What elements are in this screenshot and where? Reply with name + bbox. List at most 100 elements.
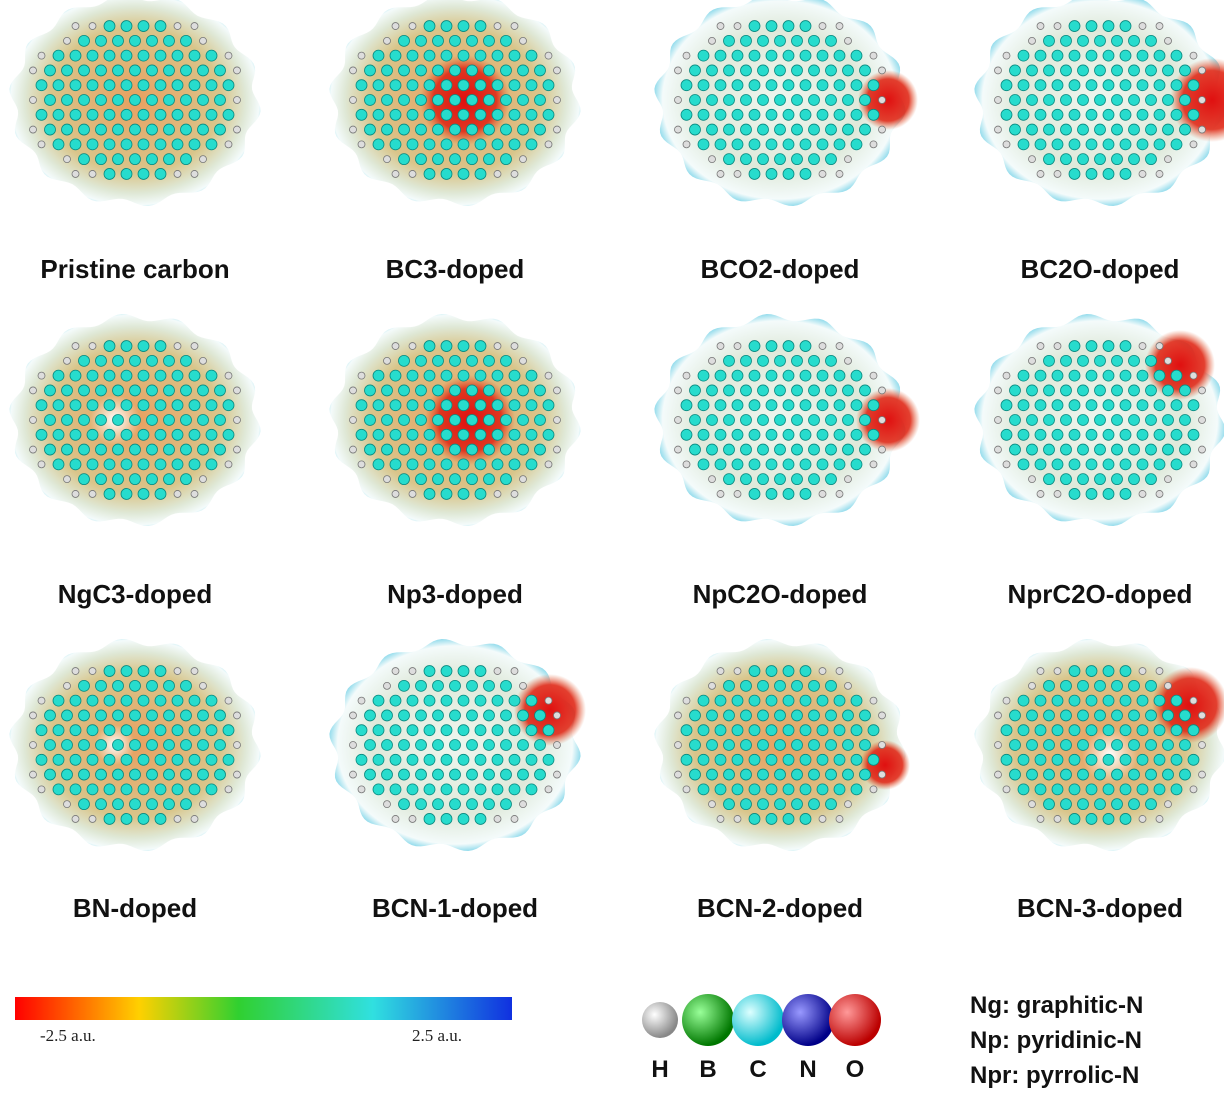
carbon-atom [509, 109, 520, 120]
carbon-atom [484, 415, 495, 426]
carbon-atom [164, 124, 175, 135]
carbon-atom [1086, 429, 1097, 440]
carbon-atom [783, 109, 794, 120]
carbon-atom [492, 109, 503, 120]
carbon-atom [399, 444, 410, 455]
carbon-atom [1044, 799, 1055, 810]
carbon-atom [1035, 370, 1046, 381]
hydrogen-atom [511, 668, 518, 675]
carbon-atom [433, 35, 444, 46]
carbon-atom [741, 385, 752, 396]
carbon-atom [775, 35, 786, 46]
carbon-atom [826, 385, 837, 396]
carbon-atom [441, 168, 452, 179]
carbon-atom [1061, 95, 1072, 106]
atom-sphere [642, 1002, 678, 1038]
hydrogen-atom [545, 697, 552, 704]
carbon-atom [758, 740, 769, 751]
carbon-atom [851, 80, 862, 91]
carbon-atom [1044, 769, 1055, 780]
atom-label: B [699, 1056, 716, 1083]
carbon-atom [681, 400, 692, 411]
panel-label: BN-doped [73, 893, 197, 923]
carbon-atom [518, 444, 529, 455]
carbon-atom [62, 710, 73, 721]
carbon-atom [458, 429, 469, 440]
hydrogen-atom [995, 712, 1002, 719]
hydrogen-atom [870, 786, 877, 793]
hydrogen-atom [995, 446, 1002, 453]
carbon-atom [1120, 725, 1131, 736]
carbon-atom [223, 754, 234, 765]
carbon-atom [1010, 415, 1021, 426]
panel-label: Pristine carbon [40, 254, 229, 284]
hydrogen-atom [350, 67, 357, 74]
carbon-atom [458, 784, 469, 795]
carbon-atom [501, 680, 512, 691]
hydrogen-atom [358, 52, 365, 59]
hydrogen-atom [234, 446, 241, 453]
carbon-atom [1154, 80, 1165, 91]
carbon-atom [1095, 680, 1106, 691]
hydrogen-atom [870, 141, 877, 148]
carbon-atom [441, 725, 452, 736]
carbon-atom [826, 65, 837, 76]
hydrogen-atom [819, 668, 826, 675]
carbon-atom [843, 65, 854, 76]
carbon-atom [1180, 444, 1191, 455]
carbon-atom [475, 50, 486, 61]
carbon-atom [1112, 474, 1123, 485]
hydrogen-atom [836, 343, 843, 350]
carbon-atom [834, 50, 845, 61]
carbon-atom [1086, 754, 1097, 765]
carbon-atom [53, 400, 64, 411]
carbon-atom [749, 168, 760, 179]
carbon-atom [147, 769, 158, 780]
carbon-atom [758, 95, 769, 106]
carbon-atom [407, 109, 418, 120]
carbon-atom [1010, 65, 1021, 76]
carbon-atom [1103, 784, 1114, 795]
carbon-atom [715, 370, 726, 381]
carbon-atom [1078, 444, 1089, 455]
carbon-atom [732, 50, 743, 61]
carbon-atom [817, 784, 828, 795]
hydrogen-atom [1054, 170, 1061, 177]
hydrogen-atom [234, 712, 241, 719]
carbon-atom [1112, 154, 1123, 165]
carbon-atom [441, 784, 452, 795]
hydrogen-atom [1037, 668, 1044, 675]
carbon-atom [450, 95, 461, 106]
carbon-atom [1086, 341, 1097, 352]
carbon-atom [87, 695, 98, 706]
carbon-atom [698, 695, 709, 706]
carbon-atom [1120, 666, 1131, 677]
carbon-atom [758, 65, 769, 76]
carbon-atom [509, 400, 520, 411]
hydrogen-atom [234, 67, 241, 74]
carbon-atom [147, 95, 158, 106]
carbon-atom [535, 385, 546, 396]
carbon-atom [724, 680, 735, 691]
carbon-atom [215, 124, 226, 135]
carbon-atom [424, 754, 435, 765]
carbon-atom [817, 400, 828, 411]
carbon-atom [1018, 784, 1029, 795]
carbon-atom [113, 799, 124, 810]
carbon-atom [155, 139, 166, 150]
carbon-atom [851, 400, 862, 411]
carbon-atom [501, 35, 512, 46]
carbon-atom [543, 80, 554, 91]
carbon-atom [458, 370, 469, 381]
carbon-atom [70, 400, 81, 411]
carbon-atom [416, 355, 427, 366]
carbon-atom [424, 429, 435, 440]
carbon-atom [147, 474, 158, 485]
carbon-atom [416, 740, 427, 751]
hydrogen-atom [1199, 742, 1206, 749]
carbon-atom [181, 740, 192, 751]
carbon-atom [775, 769, 786, 780]
molecule-map [9, 0, 260, 206]
carbon-atom [1044, 154, 1055, 165]
hydrogen-atom [819, 170, 826, 177]
